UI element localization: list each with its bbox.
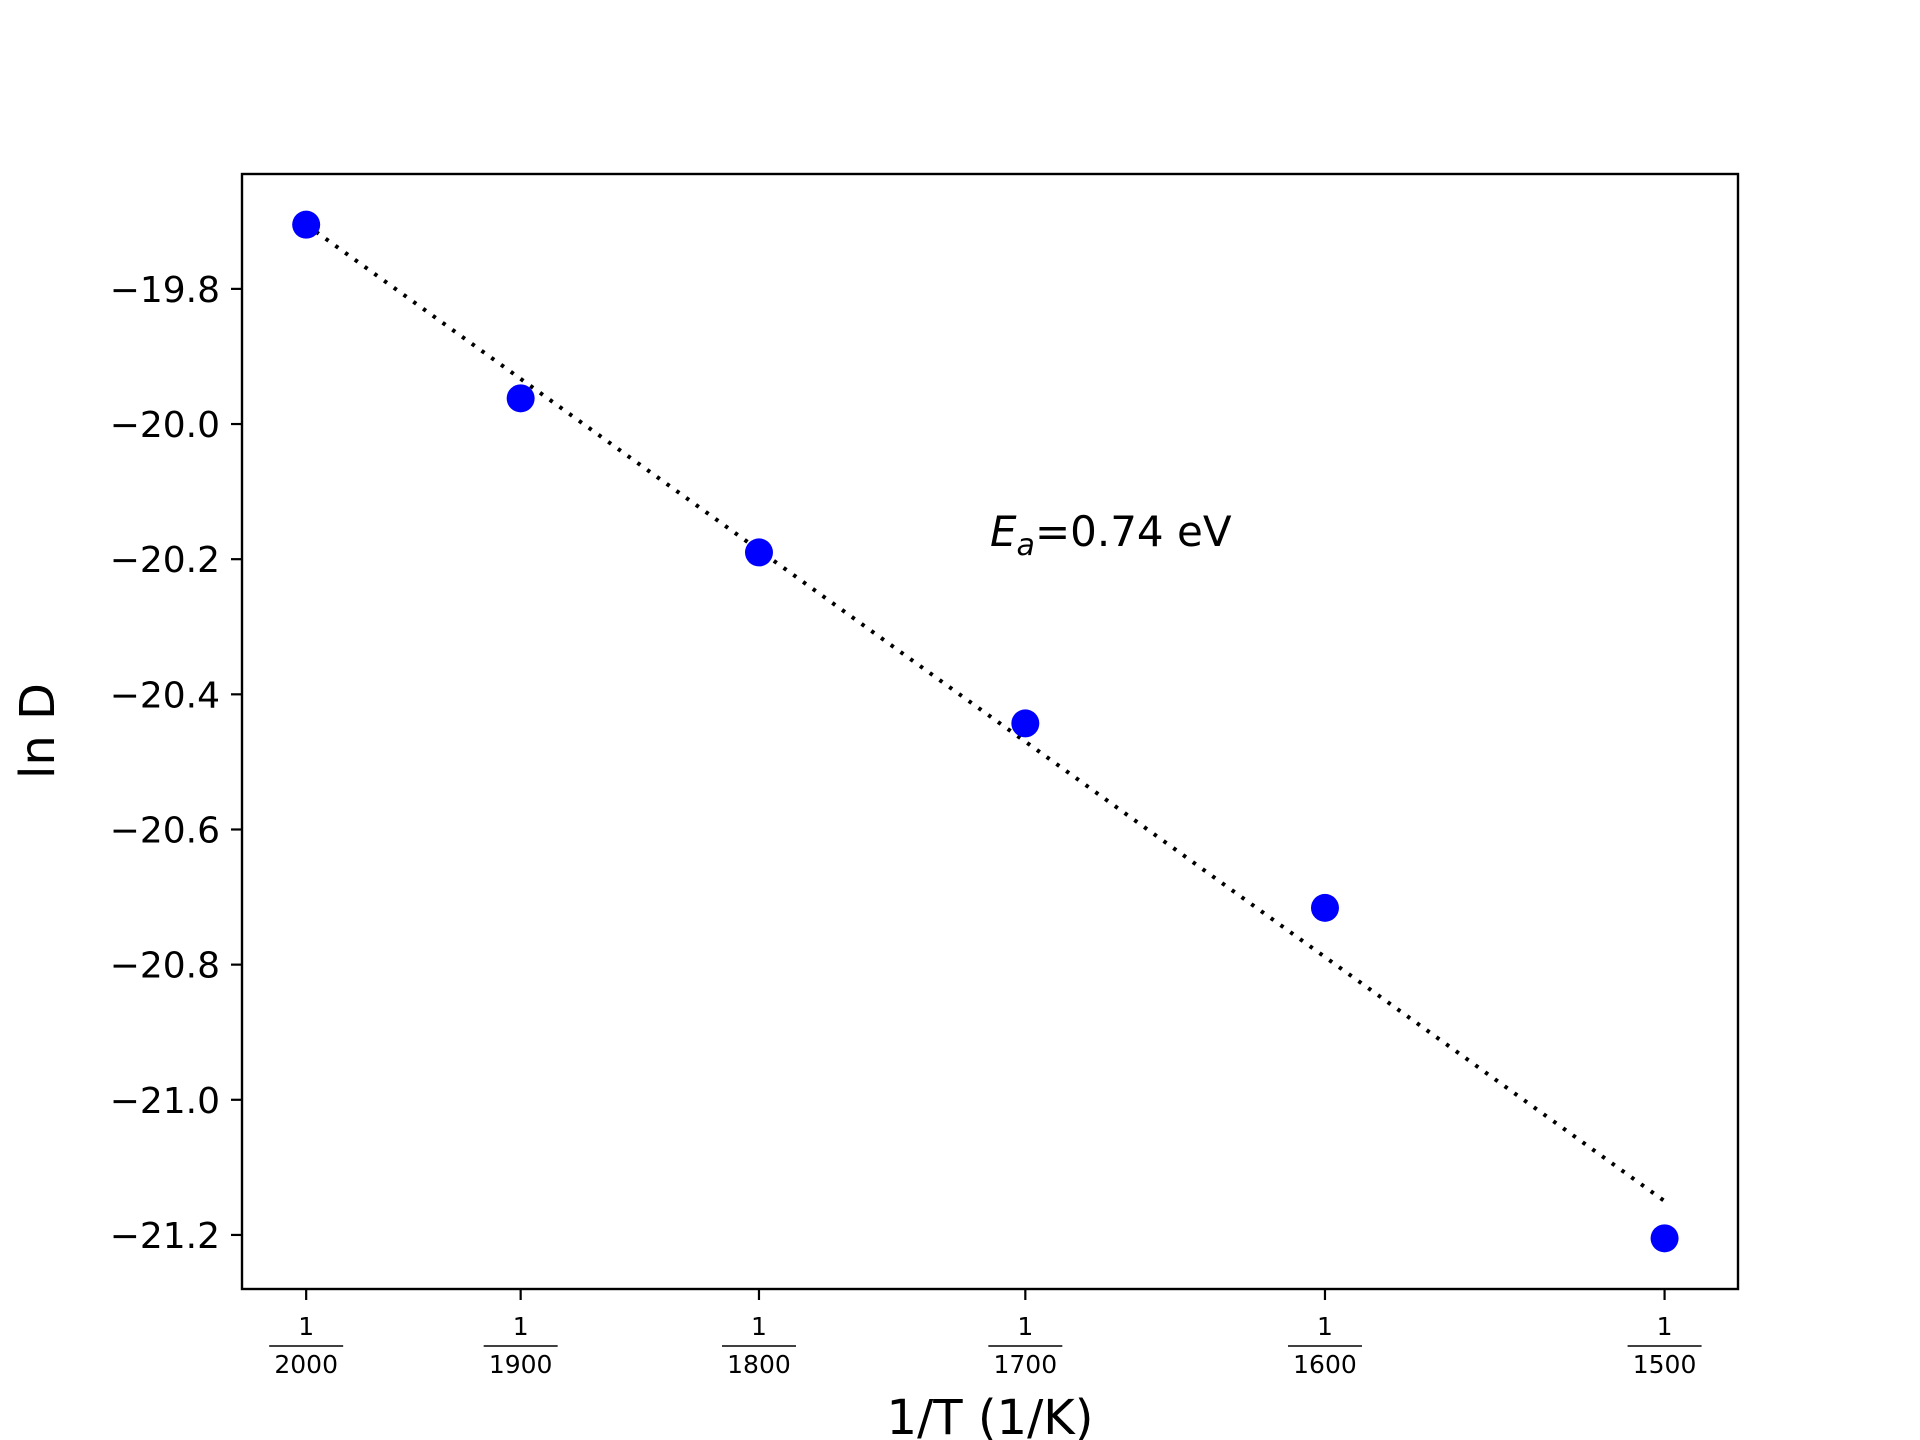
y-tick-label: −20.6 [110,810,220,851]
plot-layer [292,210,1679,1253]
data-point [292,210,321,239]
x-tick-label-numerator: 1 [751,1312,767,1341]
data-point [1310,893,1339,922]
data-point [506,384,535,413]
annotation-value: =0.74 eV [1035,507,1232,556]
x-tick-label-numerator: 1 [513,1312,529,1341]
x-tick-label-denominator: 2000 [274,1350,338,1379]
annotation-subscript: a [1017,528,1035,563]
x-tick-label-denominator: 1900 [489,1350,553,1379]
annotation-activation-energy: Ea=0.74 eV [990,507,1232,563]
x-tick-label-numerator: 1 [298,1312,314,1341]
y-tick-label: −21.0 [110,1081,220,1122]
x-tick-label-numerator: 1 [1317,1312,1333,1341]
y-tick-label: −20.2 [110,540,220,581]
y-tick-label: −19.8 [110,270,220,311]
y-tick-label: −20.4 [110,675,220,716]
y-tick-label: −21.2 [110,1216,220,1257]
x-tick-label-denominator: 1700 [994,1350,1058,1379]
x-tick-label-denominator: 1500 [1633,1350,1697,1379]
x-tick-label-denominator: 1600 [1293,1350,1357,1379]
data-point [1011,709,1040,738]
x-axis-label: 1/T (1/K) [887,1390,1094,1440]
x-tick-label-numerator: 1 [1017,1312,1033,1341]
axes-frame [240,172,1740,1291]
annotation-symbol: E [990,507,1017,556]
y-tick-label: −20.8 [110,946,220,987]
y-tick-label: −20.0 [110,405,220,446]
y-ticks: −19.8 −20.0 −20.2 −20.4 −20.6 −20.8 −21.0 −21.2 [110,270,242,1257]
fit-line [305,223,1666,1203]
data-point [1650,1224,1679,1253]
y-axis-label: ln D [10,683,66,779]
data-point [744,538,773,567]
x-tick-label-denominator: 1800 [727,1350,791,1379]
x-ticks: 1 2000 1 1900 1 1800 1 1700 1 1600 1 1500 [269,1289,1702,1379]
x-tick-label-numerator: 1 [1657,1312,1673,1341]
